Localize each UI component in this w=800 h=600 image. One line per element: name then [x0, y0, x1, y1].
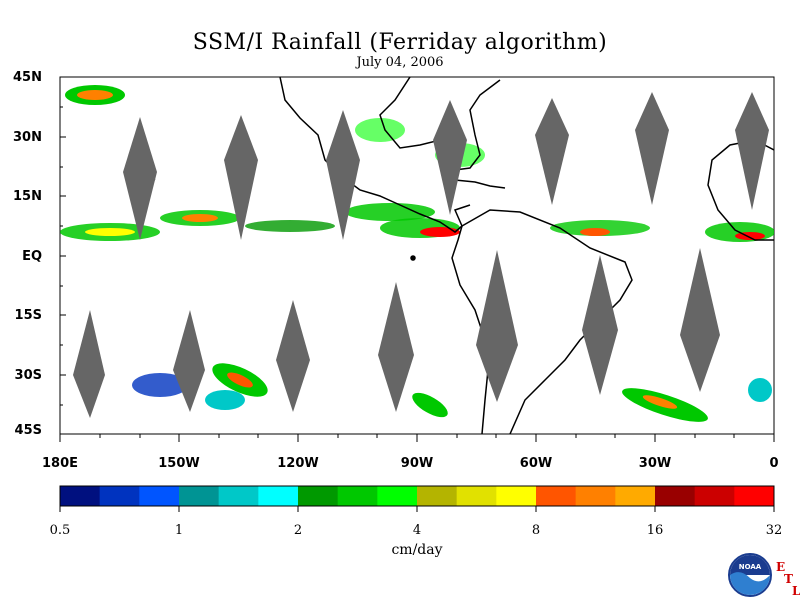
lon-label: 0: [769, 456, 779, 471]
no-data-gaps: [73, 92, 769, 418]
lon-label: 90W: [400, 456, 434, 471]
rain-field: [60, 85, 774, 422]
lat-ticks: [60, 76, 66, 435]
lat-label: 45N: [13, 70, 42, 85]
noaa-logo: NOAA: [728, 553, 772, 597]
noaa-logo-text: NOAA: [739, 563, 762, 571]
lon-label: 60W: [519, 456, 553, 471]
etl-mark-l: L: [792, 584, 800, 598]
colorbar-swatch: [377, 486, 418, 506]
colorbar-swatch: [615, 486, 656, 506]
colorbar-tick-label: 4: [412, 523, 422, 538]
colorbar-swatch: [496, 486, 537, 506]
lat-label: 45S: [14, 423, 42, 438]
colorbar-swatch: [298, 486, 339, 506]
colorbar-swatch: [60, 486, 101, 506]
colorbar-swatch: [99, 486, 140, 506]
lon-ticks: [59, 434, 775, 442]
lon-label: 180E: [41, 456, 79, 471]
etl-mark-e: E: [776, 560, 786, 574]
colorbar-swatch: [139, 486, 180, 506]
lon-label: 150W: [158, 456, 200, 471]
colorbar-swatch: [417, 486, 458, 506]
map-date: July 04, 2006: [356, 55, 444, 70]
colorbar: [59, 485, 775, 512]
colorbar-tick-label: 1: [174, 523, 184, 538]
colorbar-swatch: [536, 486, 577, 506]
colorbar-swatch: [179, 486, 220, 506]
lat-label: 15S: [14, 308, 42, 323]
map-title: SSM/I Rainfall (Ferriday algorithm): [192, 30, 608, 55]
colorbar-swatch: [694, 486, 735, 506]
colorbar-swatch: [456, 486, 497, 506]
colorbar-unit: cm/day: [391, 542, 443, 558]
colorbar-swatch: [258, 486, 299, 506]
colorbar-swatch: [734, 486, 775, 506]
colorbar-tick-label: 32: [765, 523, 783, 538]
coastlines: [137, 77, 774, 434]
lon-label: 30W: [638, 456, 672, 471]
lat-label: 15N: [13, 189, 42, 204]
colorbar-tick-label: 0.5: [49, 523, 71, 538]
colorbar-swatch: [655, 486, 696, 506]
lat-label: 30S: [14, 368, 42, 383]
lon-label: 120W: [277, 456, 319, 471]
etl-mark-t: T: [784, 572, 793, 586]
colorbar-tick-label: 2: [293, 523, 303, 538]
colorbar-swatch: [575, 486, 616, 506]
colorbar-tick-label: 16: [646, 523, 664, 538]
lat-label: 30N: [13, 130, 42, 145]
lat-label: EQ: [22, 249, 42, 264]
colorbar-tick-label: 8: [531, 523, 541, 538]
colorbar-swatch: [218, 486, 259, 506]
colorbar-swatch: [337, 486, 378, 506]
